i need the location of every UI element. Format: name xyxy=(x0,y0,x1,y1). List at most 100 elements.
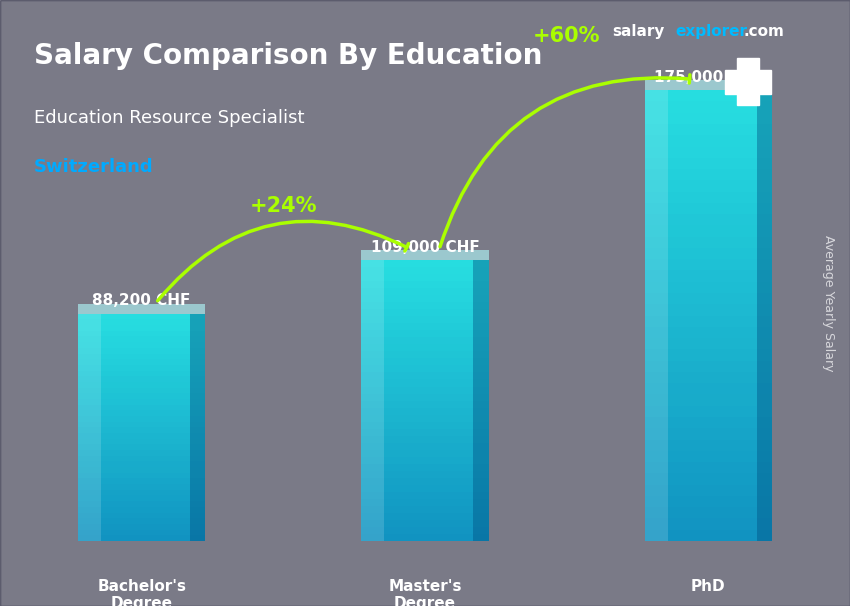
Bar xyxy=(361,408,489,415)
Bar xyxy=(361,274,489,281)
Text: PhD: PhD xyxy=(691,579,726,594)
Text: 109,000 CHF: 109,000 CHF xyxy=(371,240,479,255)
Text: +60%: +60% xyxy=(533,26,600,46)
Bar xyxy=(78,473,206,479)
Bar xyxy=(361,351,489,358)
Text: 175,000 CHF: 175,000 CHF xyxy=(654,70,762,85)
Bar xyxy=(78,535,206,541)
Bar xyxy=(78,325,206,331)
Bar xyxy=(361,513,489,520)
Bar xyxy=(644,428,772,439)
Bar xyxy=(78,484,206,490)
Bar xyxy=(361,464,489,471)
Bar xyxy=(78,348,206,353)
Bar xyxy=(644,473,772,485)
Bar xyxy=(361,302,489,309)
Bar xyxy=(361,316,489,324)
Bar xyxy=(644,316,772,327)
Bar xyxy=(78,427,206,433)
Bar xyxy=(361,250,489,260)
Bar xyxy=(361,344,489,351)
Bar xyxy=(756,90,772,541)
Bar xyxy=(78,388,206,393)
Bar xyxy=(78,314,206,319)
Bar xyxy=(644,462,772,473)
Bar xyxy=(644,203,772,214)
Bar xyxy=(361,527,489,534)
Bar xyxy=(361,401,489,408)
Bar xyxy=(361,365,489,373)
Bar xyxy=(644,237,772,248)
Bar xyxy=(361,499,489,506)
Bar xyxy=(78,444,206,450)
Bar xyxy=(644,124,772,135)
Bar xyxy=(361,387,489,393)
Bar xyxy=(78,370,206,376)
Bar xyxy=(644,361,772,372)
Text: Master's
Degree: Master's Degree xyxy=(388,579,462,606)
Bar xyxy=(644,451,772,462)
Bar xyxy=(361,428,489,436)
Bar xyxy=(644,372,772,383)
Bar xyxy=(644,90,772,101)
Bar xyxy=(78,501,206,507)
Bar xyxy=(78,479,206,484)
Bar xyxy=(78,314,101,541)
Bar xyxy=(78,405,206,410)
Bar xyxy=(644,304,772,316)
Bar xyxy=(361,520,489,527)
Bar xyxy=(78,450,206,456)
Bar xyxy=(361,478,489,485)
Bar xyxy=(644,169,772,181)
Bar xyxy=(78,456,206,461)
Bar xyxy=(473,260,489,541)
Bar xyxy=(361,281,489,288)
Bar xyxy=(644,181,772,191)
Bar xyxy=(78,416,206,422)
Text: 88,200 CHF: 88,200 CHF xyxy=(93,293,191,308)
Bar xyxy=(78,359,206,365)
Bar xyxy=(644,90,667,541)
Bar xyxy=(78,422,206,427)
Bar xyxy=(644,259,772,270)
Text: .com: .com xyxy=(744,24,785,39)
Bar xyxy=(361,373,489,379)
Bar xyxy=(78,439,206,444)
Bar xyxy=(78,467,206,473)
Bar xyxy=(78,461,206,467)
Bar xyxy=(644,282,772,293)
Bar xyxy=(644,214,772,225)
Bar xyxy=(644,225,772,237)
Bar xyxy=(361,358,489,365)
Bar xyxy=(725,70,771,93)
Bar xyxy=(78,365,206,370)
Text: Salary Comparison By Education: Salary Comparison By Education xyxy=(34,42,542,70)
Bar xyxy=(78,530,206,535)
Bar xyxy=(644,270,772,282)
Bar xyxy=(644,417,772,428)
Bar xyxy=(644,383,772,395)
Bar xyxy=(78,399,206,405)
Bar xyxy=(644,248,772,259)
Bar xyxy=(78,507,206,513)
Bar xyxy=(361,485,489,492)
Bar xyxy=(644,349,772,361)
Bar xyxy=(78,376,206,382)
Bar xyxy=(644,101,772,113)
Bar xyxy=(644,113,772,124)
Bar xyxy=(361,338,489,344)
Bar xyxy=(361,471,489,478)
Bar xyxy=(361,288,489,295)
Bar xyxy=(78,331,206,336)
Bar xyxy=(361,260,384,541)
Bar xyxy=(644,405,772,417)
Bar xyxy=(78,490,206,496)
Bar xyxy=(644,338,772,349)
Bar xyxy=(361,267,489,274)
Bar xyxy=(361,436,489,442)
Text: Bachelor's
Degree: Bachelor's Degree xyxy=(97,579,186,606)
Text: Average Yearly Salary: Average Yearly Salary xyxy=(822,235,836,371)
Bar xyxy=(644,395,772,405)
Bar xyxy=(361,450,489,457)
Bar xyxy=(78,433,206,439)
